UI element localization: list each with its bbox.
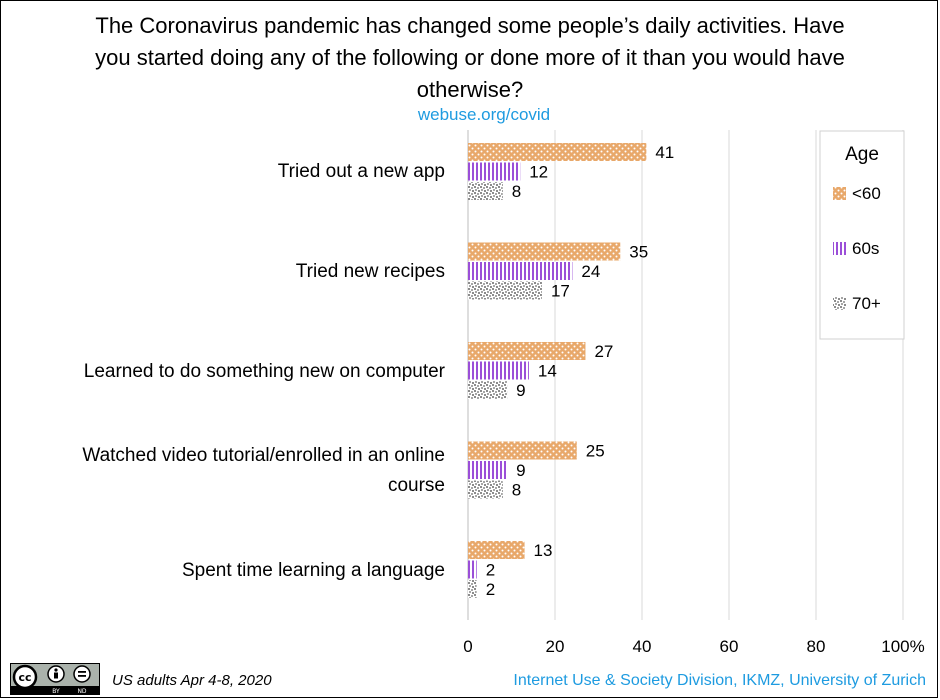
bar-60s-0 [468, 162, 521, 181]
data-label: 25 [586, 441, 605, 460]
category-label: Tried new recipes [295, 261, 445, 282]
data-label: 12 [529, 162, 548, 181]
bar-70+-4 [468, 580, 477, 598]
category-label: Tried out a new app [277, 161, 445, 182]
bar-70+-1 [468, 281, 542, 300]
x-tick-label: 40 [633, 637, 652, 656]
bar-60s-2 [468, 361, 529, 380]
legend: Age <60 60s 70+ [819, 130, 905, 340]
x-tick-label: 20 [546, 637, 565, 656]
bar-<60-1 [468, 242, 621, 261]
bar-70+-3 [468, 480, 503, 499]
bar-60s-1 [468, 262, 573, 280]
data-label: 8 [512, 182, 521, 201]
legend-swatch-70+ [833, 297, 846, 310]
category-label: Watched video tutorial/enrolled in an on… [82, 445, 445, 496]
data-label: 41 [655, 143, 674, 162]
bar-<60-4 [468, 541, 525, 559]
attribution-icon [47, 665, 65, 683]
data-label: 2 [486, 560, 495, 579]
svg-text:cc: cc [18, 671, 31, 684]
license-label-nd: ND [77, 688, 86, 695]
chart-subtitle-link[interactable]: webuse.org/covid [417, 105, 551, 124]
bar-<60-0 [468, 143, 647, 161]
legend-title: Age [845, 144, 879, 165]
category-label: Spent time learning a language [181, 560, 445, 581]
creative-commons-icon: cc [12, 664, 38, 690]
bar-60s-3 [468, 461, 508, 479]
x-tick-label: 80 [807, 637, 826, 656]
data-label: 17 [551, 281, 570, 300]
source-credit: Internet Use & Society Division, IKMZ, U… [513, 672, 926, 689]
category-label: Learned to do something new on computer [83, 361, 445, 382]
survey-note: US adults Apr 4-8, 2020 [112, 672, 272, 689]
data-label: 2 [486, 580, 495, 599]
legend-swatch-60s [833, 242, 846, 255]
bar-70+-2 [468, 381, 508, 399]
legend-label: <60 [852, 184, 881, 203]
bar-70+-0 [468, 182, 503, 200]
no-derivatives-icon [73, 665, 91, 683]
bar-60s-4 [468, 560, 477, 579]
x-axis-ticks: 0 20 40 60 80 100% [463, 637, 924, 656]
data-label: 14 [538, 361, 557, 380]
chart-title: The Coronavirus pandemic has changed som… [95, 13, 845, 102]
legend-label: 60s [852, 239, 879, 258]
license-label-by: BY [52, 688, 60, 695]
legend-label: 70+ [852, 294, 881, 313]
legend-swatch-<60 [833, 187, 846, 200]
data-label: 8 [512, 480, 521, 499]
creative-commons-badge: cc BY ND [10, 663, 100, 695]
bar-<60-3 [468, 441, 577, 460]
bar-<60-2 [468, 342, 586, 360]
x-tick-label: 60 [720, 637, 739, 656]
data-label: 9 [516, 381, 525, 400]
data-label: 9 [516, 461, 525, 480]
data-label: 24 [581, 262, 600, 281]
data-label: 27 [594, 342, 613, 361]
data-label: 13 [534, 541, 553, 560]
x-tick-label: 100% [881, 637, 924, 656]
data-label: 35 [629, 242, 648, 261]
x-tick-label: 0 [463, 637, 472, 656]
